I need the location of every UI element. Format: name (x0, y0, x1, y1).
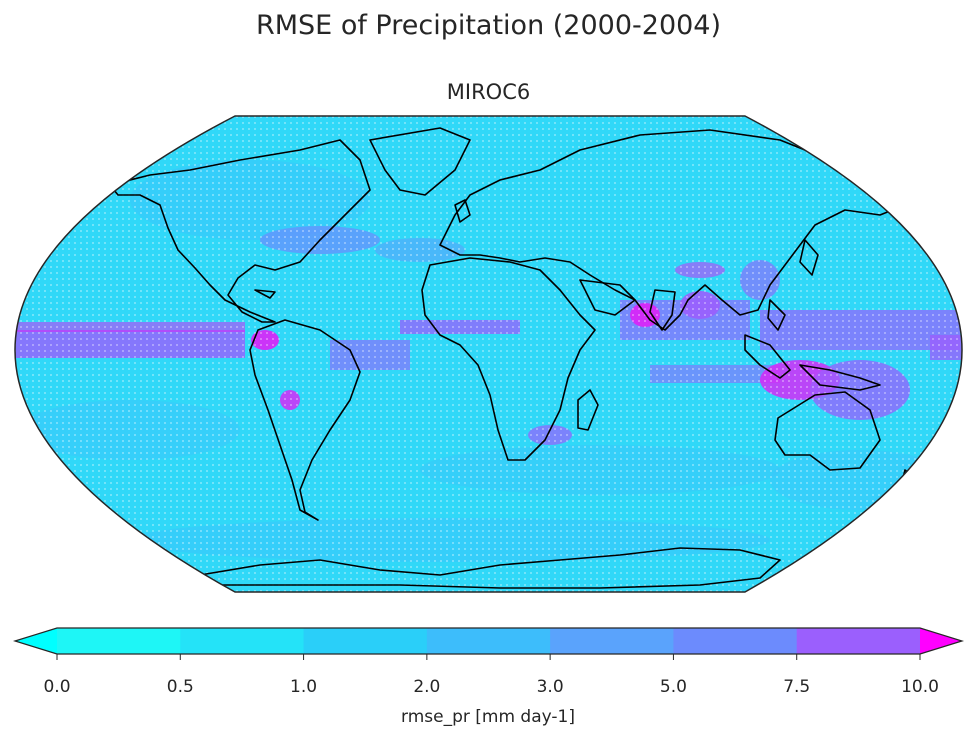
colorbar-segment (57, 628, 181, 654)
colorbar-tick-label: 10.0 (901, 677, 939, 697)
colorbar-tick-label: 5.0 (660, 677, 687, 697)
colorbar-tick-label: 1.0 (290, 677, 317, 697)
rmse-field (15, 116, 962, 592)
colorbar-tick-label: 2.0 (413, 677, 440, 697)
colorbar: 0.0 0.5 1.0 2.0 3.0 5.0 7.5 10.0 rmse_pr [mm da… (12, 627, 965, 727)
colorbar-segment (303, 628, 428, 654)
colorbar-segment (550, 628, 674, 654)
figure-title: RMSE of Precipitation (2000-2004) (255, 10, 722, 41)
colorbar-segment (796, 628, 921, 654)
colorbar-under-extension (15, 628, 57, 654)
coastlines (109, 127, 919, 589)
colorbar-tick-label: 0.0 (43, 677, 70, 697)
colorbar-segment (426, 628, 551, 654)
colorbar-segment (180, 628, 305, 654)
colorbar-segment (673, 628, 798, 654)
colorbar-tick-label: 7.5 (783, 677, 810, 697)
map-border (14, 115, 963, 593)
panel-title: MIROC6 (446, 80, 531, 104)
colorbar-tick-label: 3.0 (537, 677, 564, 697)
colorbar-tick-label: 0.5 (167, 677, 194, 697)
colorbar-over-extension (920, 628, 962, 654)
colorbar-label: rmse_pr [mm day-1] (401, 707, 575, 727)
map-panel (14, 115, 963, 593)
